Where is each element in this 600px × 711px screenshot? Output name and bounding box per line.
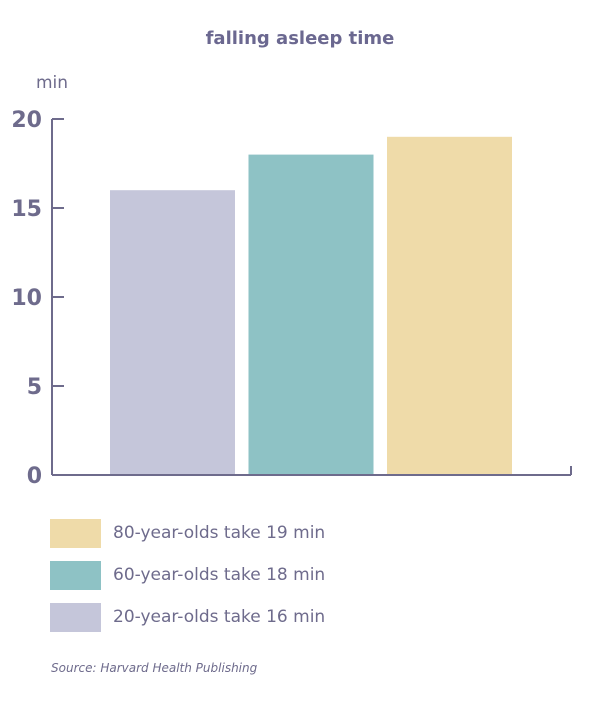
legend-label-80: 80-year-olds take 19 min [113, 523, 326, 543]
y-tick-label-20: 20 [11, 108, 42, 133]
legend: 80-year-olds take 19 min 60-year-olds ta… [50, 518, 325, 644]
legend-item-20: 20-year-olds take 16 min [50, 602, 325, 632]
legend-item-60: 60-year-olds take 18 min [50, 560, 325, 590]
legend-item-80: 80-year-olds take 19 min [50, 518, 325, 548]
y-tick-label-15: 15 [11, 197, 42, 222]
bar-0 [110, 190, 235, 475]
bar-2 [387, 136, 512, 476]
y-axis-unit-label: min [36, 73, 69, 93]
bar-1 [248, 154, 374, 475]
legend-label-20: 20-year-olds take 16 min [113, 607, 326, 627]
legend-swatch-80 [50, 518, 101, 548]
y-tick-label-5: 5 [27, 375, 42, 400]
source-note: Source: Harvard Health Publishing [51, 661, 258, 675]
chart-title: falling asleep time [205, 28, 395, 49]
y-tick-label-0: 0 [27, 464, 42, 489]
y-tick-label-10: 10 [11, 286, 42, 311]
legend-swatch-60 [50, 560, 101, 590]
legend-label-60: 60-year-olds take 18 min [113, 565, 326, 585]
legend-swatch-20 [50, 602, 101, 632]
